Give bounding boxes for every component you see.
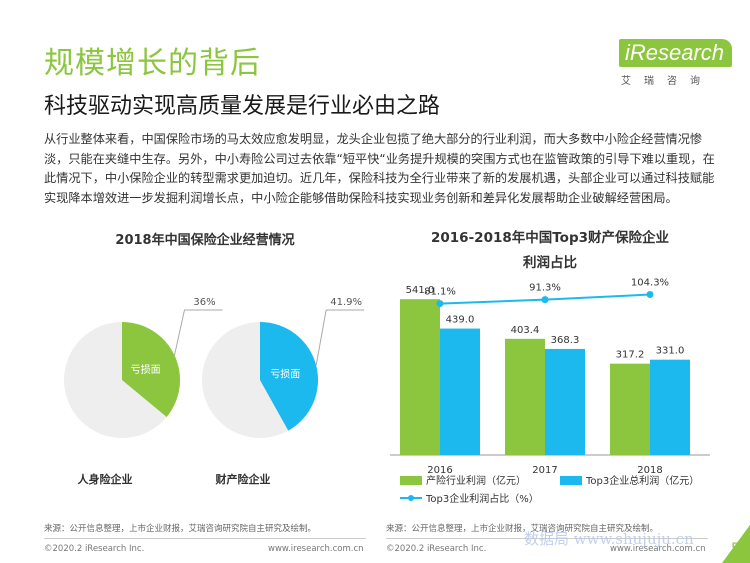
pie-leader-line-1 (315, 309, 365, 366)
pie-value-label-1: 41.9% (330, 297, 362, 308)
pie-charts: 亏损面 36% 人身险企业 亏损面 41.9% 财产险企业 (64, 297, 365, 486)
bar-value-label-1-2016: 439.0 (446, 315, 475, 326)
profit-share-point-2017 (541, 296, 549, 304)
profit-share-label-2017: 91.3% (529, 283, 561, 294)
profit-share-label-2018: 104.3% (631, 278, 669, 289)
copyright-right: ©2020.2 iResearch Inc. (386, 544, 487, 554)
legend-label-0: 产险行业利润（亿元） (426, 474, 526, 487)
website-left[interactable]: www.iresearch.com.cn (268, 544, 364, 554)
pie-leader-line-0 (173, 309, 223, 356)
bar-chart-title: 2016-2018年中国Top3财产保险企业 (431, 230, 669, 246)
bar-value-label-1-2017: 368.3 (551, 335, 580, 346)
website-right[interactable]: www.iresearch.com.cn (610, 544, 706, 554)
iresearch-logo: iResearch (619, 39, 733, 67)
page-title: 规模增长的背后 (44, 46, 261, 81)
logo-text: iResearch (619, 39, 733, 67)
x-tick-2016: 2016 (427, 465, 452, 476)
profit-share-label-2016: 81.1% (424, 287, 456, 298)
profit-share-point-2016 (436, 300, 444, 308)
pie-category-label-1: 财产险企业 (215, 472, 271, 486)
pie-chart-title: 2018年中国保险企业经营情况 (115, 233, 295, 248)
legend-swatch-0 (400, 476, 422, 485)
copyright-left: ©2020.2 iResearch Inc. (44, 544, 145, 554)
logo-subtext: 艾瑞咨询 (621, 76, 713, 87)
pie-value-label-0: 36% (193, 297, 215, 308)
bar-value-label-0-2018: 317.2 (616, 350, 645, 361)
page-subtitle: 科技驱动实现高质量发展是行业必由之路 (44, 94, 441, 119)
source-note-left: 来源：公开信息整理，上市企业财报，艾瑞咨询研究院自主研究及绘制。 (44, 524, 317, 534)
footer-divider-right (386, 538, 708, 539)
intro-paragraph: 从行业整体来看，中国保险市场的马太效应愈发明显，龙头企业包揽了绝大部分的行业利润… (44, 132, 715, 205)
bar-industry-2017 (505, 338, 545, 455)
bar-chart-subtitle: 利润占比 (523, 255, 577, 271)
pie-slice-loss-0 (122, 322, 181, 417)
corner-decoration (722, 525, 750, 563)
bar-industry-2018 (610, 363, 650, 455)
legend-swatch-1 (560, 476, 582, 485)
bar-value-label-0-2016: 541.0 (406, 285, 435, 296)
pie-slice-label-0: 亏损面 (131, 363, 161, 376)
bar-line-chart: 541.0 439.0 2016 403.4 368.3 2017 317.2 331.0 20… (390, 278, 710, 505)
bar-top3-2017 (545, 348, 585, 455)
legend-swatch-dot-2 (408, 495, 414, 501)
bar-value-label-0-2017: 403.4 (511, 325, 540, 336)
x-tick-2017: 2017 (532, 465, 557, 476)
bar-value-label-1-2018: 331.0 (656, 346, 685, 357)
source-note-right: 来源：公开信息整理，上市企业财报，艾瑞咨询研究院自主研究及绘制。 (386, 524, 659, 534)
legend-label-1: Top3企业总利润（亿元） (585, 474, 699, 487)
pie-slice-loss-1 (260, 322, 318, 431)
bar-top3-2018 (650, 359, 690, 455)
pie-category-label-0: 人身险企业 (78, 472, 133, 486)
footer-divider-left (44, 538, 366, 539)
pie-slice-label-1: 亏损面 (270, 367, 300, 380)
profit-share-point-2018 (646, 291, 654, 299)
bar-industry-2016 (400, 299, 440, 455)
bar-top3-2016 (440, 328, 480, 455)
x-tick-2018: 2018 (637, 465, 662, 476)
watermark: 数据局 www.shujuju.cn (524, 530, 694, 548)
legend-label-2: Top3企业利润占比（%） (425, 492, 539, 505)
